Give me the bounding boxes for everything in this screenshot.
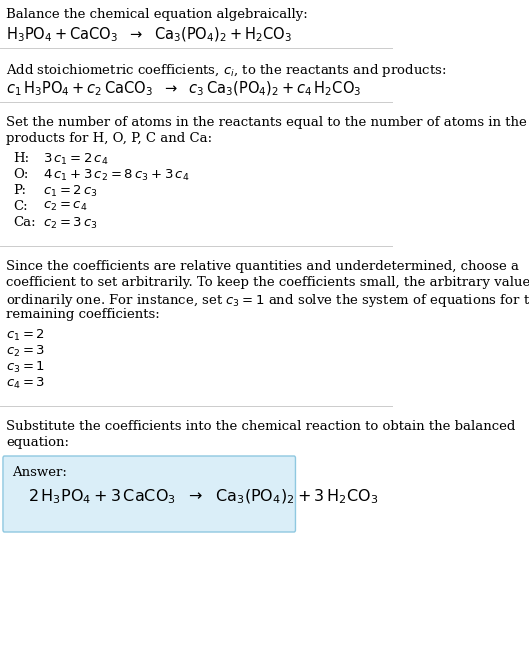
Text: $c_2 = 3\,c_3$: $c_2 = 3\,c_3$ [43,216,98,231]
Text: $c_4 = 3$: $c_4 = 3$ [6,376,45,391]
Text: $c_1 = 2\,c_3$: $c_1 = 2\,c_3$ [43,184,98,199]
Text: $c_1\,\mathrm{H_3PO_4} + c_2\,\mathrm{CaCO_3}$  $\rightarrow$  $c_3\,\mathrm{Ca_: $c_1\,\mathrm{H_3PO_4} + c_2\,\mathrm{Ca… [6,80,361,98]
Text: O:: O: [13,168,29,181]
Text: $c_2 = 3$: $c_2 = 3$ [6,344,45,359]
Text: remaining coefficients:: remaining coefficients: [6,308,160,321]
Text: $3\,c_1 = 2\,c_4$: $3\,c_1 = 2\,c_4$ [43,152,108,167]
Text: Substitute the coefficients into the chemical reaction to obtain the balanced: Substitute the coefficients into the che… [6,420,515,433]
Text: Set the number of atoms in the reactants equal to the number of atoms in the: Set the number of atoms in the reactants… [6,116,527,129]
Text: $\mathrm{H_3PO_4 + CaCO_3}$  $\rightarrow$  $\mathrm{Ca_3(PO_4)_2 + H_2CO_3}$: $\mathrm{H_3PO_4 + CaCO_3}$ $\rightarrow… [6,26,292,45]
Text: P:: P: [13,184,26,197]
Text: coefficient to set arbitrarily. To keep the coefficients small, the arbitrary va: coefficient to set arbitrarily. To keep … [6,276,529,289]
Text: Ca:: Ca: [13,216,36,229]
FancyBboxPatch shape [3,456,296,532]
Text: Balance the chemical equation algebraically:: Balance the chemical equation algebraica… [6,8,308,21]
Text: $c_1 = 2$: $c_1 = 2$ [6,328,45,343]
Text: $4\,c_1 + 3\,c_2 = 8\,c_3 + 3\,c_4$: $4\,c_1 + 3\,c_2 = 8\,c_3 + 3\,c_4$ [43,168,189,183]
Text: ordinarily one. For instance, set $c_3 = 1$ and solve the system of equations fo: ordinarily one. For instance, set $c_3 =… [6,292,529,309]
Text: $c_2 = c_4$: $c_2 = c_4$ [43,200,87,213]
Text: Since the coefficients are relative quantities and underdetermined, choose a: Since the coefficients are relative quan… [6,260,519,273]
Text: products for H, O, P, C and Ca:: products for H, O, P, C and Ca: [6,132,212,145]
Text: C:: C: [13,200,28,213]
Text: equation:: equation: [6,436,69,449]
Text: $2\,\mathrm{H_3PO_4} + 3\,\mathrm{CaCO_3}$  $\rightarrow$  $\mathrm{Ca_3(PO_4)_2: $2\,\mathrm{H_3PO_4} + 3\,\mathrm{CaCO_3… [28,488,379,507]
Text: Add stoichiometric coefficients, $c_i$, to the reactants and products:: Add stoichiometric coefficients, $c_i$, … [6,62,446,79]
Text: H:: H: [13,152,30,165]
Text: Answer:: Answer: [12,466,67,479]
Text: $c_3 = 1$: $c_3 = 1$ [6,360,45,375]
